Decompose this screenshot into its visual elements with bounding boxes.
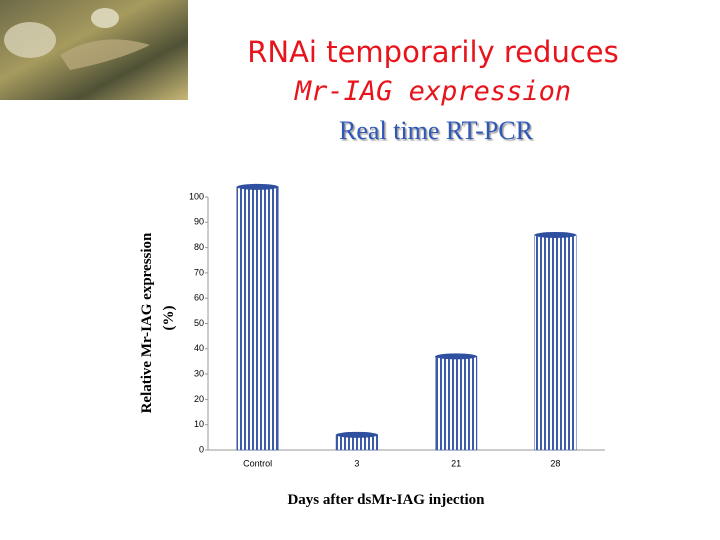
y-tick-label: 0 bbox=[199, 444, 204, 454]
x-tick-label: 28 bbox=[550, 458, 560, 468]
title-line: Mr-IAG expression bbox=[294, 76, 571, 107]
y-tick-label: 90 bbox=[194, 217, 204, 227]
bar bbox=[236, 186, 279, 451]
y-axis-label: (%) bbox=[161, 306, 177, 331]
y-tick-label: 30 bbox=[194, 368, 204, 378]
bar-cap bbox=[435, 353, 477, 360]
subtitle: Real time RT-PCR bbox=[339, 116, 534, 145]
x-tick-label: Control bbox=[243, 458, 272, 468]
photo bbox=[0, 0, 188, 100]
bar bbox=[534, 234, 577, 451]
x-tick-label: 21 bbox=[451, 458, 461, 468]
x-axis-label: Days after dsMr-IAG injection bbox=[287, 492, 485, 508]
bar-cap bbox=[534, 231, 577, 238]
y-axis-label: Relative Mr-IAG expression bbox=[139, 232, 155, 413]
y-tick-label: 10 bbox=[194, 419, 204, 429]
y-tick-label: 70 bbox=[194, 267, 204, 277]
bar bbox=[435, 356, 478, 451]
bar-cap bbox=[336, 431, 378, 438]
y-tick-label: 80 bbox=[194, 242, 204, 252]
x-tick-label: 3 bbox=[354, 458, 359, 468]
y-tick-label: 50 bbox=[194, 318, 204, 328]
bar-cap bbox=[236, 183, 279, 190]
y-tick-label: 20 bbox=[194, 394, 204, 404]
title-line: RNAi temporarily reduces bbox=[247, 35, 619, 69]
y-tick-label: 40 bbox=[194, 343, 204, 353]
y-tick-label: 60 bbox=[194, 293, 204, 303]
y-tick-label: 100 bbox=[189, 191, 204, 201]
